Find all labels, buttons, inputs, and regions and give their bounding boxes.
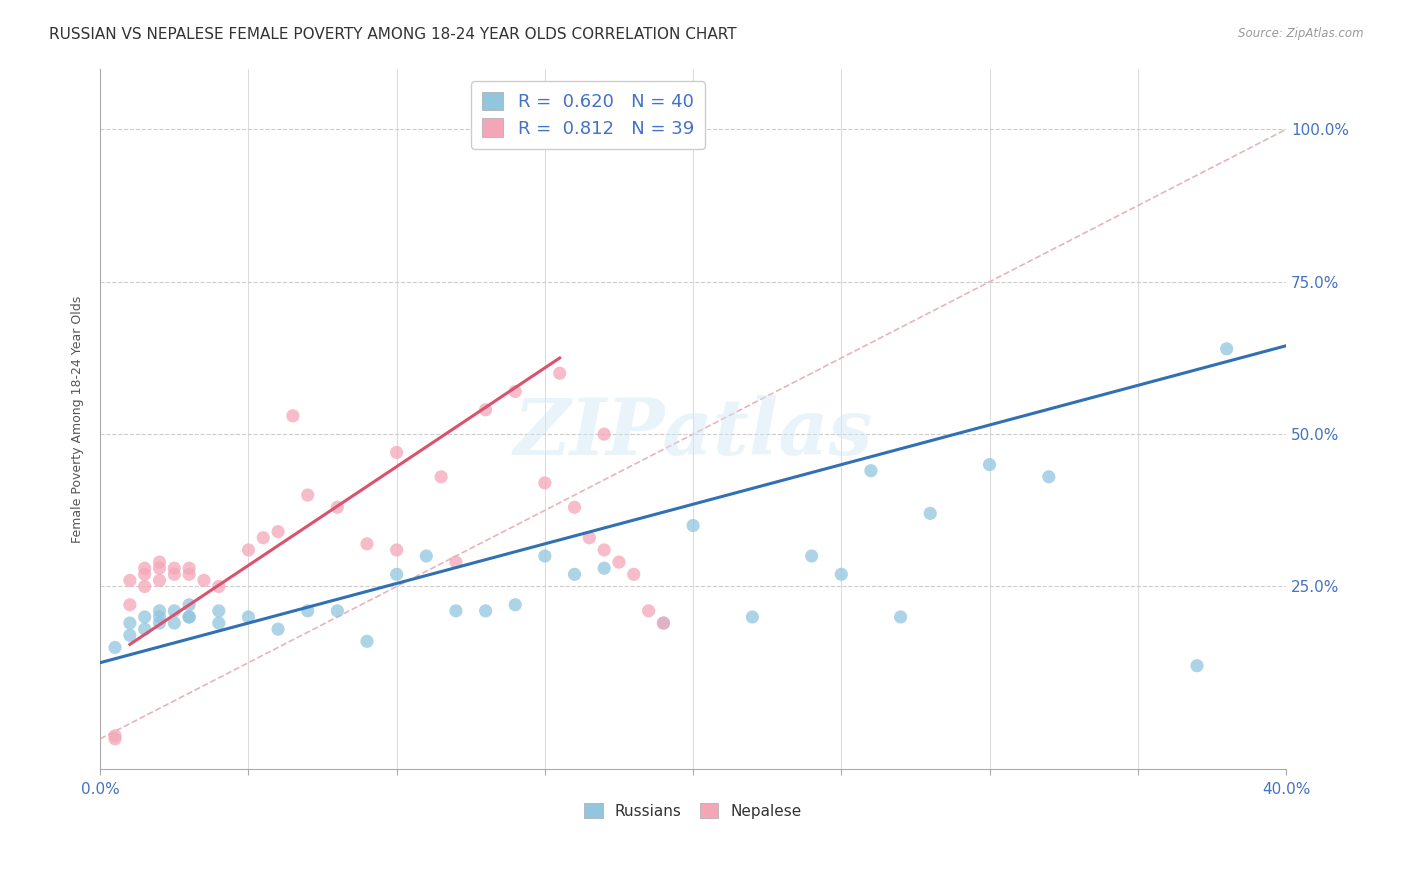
Point — [252, 531, 274, 545]
Point — [415, 549, 437, 563]
Point — [385, 543, 408, 558]
Point — [179, 610, 201, 624]
Point — [134, 622, 156, 636]
Point — [800, 549, 823, 563]
Point — [682, 518, 704, 533]
Point — [104, 731, 127, 746]
Point — [830, 567, 852, 582]
Point — [118, 615, 141, 630]
Point — [179, 598, 201, 612]
Point — [741, 610, 763, 624]
Point — [193, 574, 215, 588]
Text: RUSSIAN VS NEPALESE FEMALE POVERTY AMONG 18-24 YEAR OLDS CORRELATION CHART: RUSSIAN VS NEPALESE FEMALE POVERTY AMONG… — [49, 27, 737, 42]
Point — [163, 604, 186, 618]
Point — [385, 567, 408, 582]
Point — [179, 567, 201, 582]
Point — [267, 622, 290, 636]
Point — [134, 610, 156, 624]
Point — [134, 580, 156, 594]
Y-axis label: Female Poverty Among 18-24 Year Olds: Female Poverty Among 18-24 Year Olds — [72, 295, 84, 542]
Point — [134, 561, 156, 575]
Legend: Russians, Nepalese: Russians, Nepalese — [578, 797, 808, 825]
Point — [920, 507, 942, 521]
Point — [593, 543, 616, 558]
Point — [148, 610, 170, 624]
Point — [163, 561, 186, 575]
Point — [208, 615, 231, 630]
Point — [297, 604, 319, 618]
Point — [474, 402, 496, 417]
Point — [356, 537, 378, 551]
Point — [578, 531, 600, 545]
Point — [148, 561, 170, 575]
Point — [179, 561, 201, 575]
Point — [444, 555, 467, 569]
Point — [1185, 658, 1208, 673]
Point — [134, 567, 156, 582]
Point — [534, 549, 557, 563]
Text: Source: ZipAtlas.com: Source: ZipAtlas.com — [1239, 27, 1364, 40]
Point — [607, 555, 630, 569]
Point — [1215, 342, 1237, 356]
Point — [356, 634, 378, 648]
Point — [503, 384, 526, 399]
Point — [1038, 470, 1060, 484]
Point — [652, 615, 675, 630]
Point — [281, 409, 304, 423]
Point — [548, 366, 571, 380]
Point — [104, 729, 127, 743]
Point — [593, 561, 616, 575]
Point — [104, 640, 127, 655]
Point — [564, 567, 586, 582]
Point — [208, 604, 231, 618]
Point — [385, 445, 408, 459]
Point — [163, 615, 186, 630]
Point — [593, 427, 616, 442]
Point — [148, 615, 170, 630]
Point — [163, 567, 186, 582]
Point — [118, 598, 141, 612]
Point — [326, 604, 349, 618]
Point — [148, 574, 170, 588]
Point — [623, 567, 645, 582]
Point — [890, 610, 912, 624]
Text: ZIPatlas: ZIPatlas — [513, 394, 873, 471]
Point — [267, 524, 290, 539]
Point — [148, 604, 170, 618]
Point — [430, 470, 453, 484]
Point — [118, 628, 141, 642]
Point — [148, 555, 170, 569]
Point — [474, 604, 496, 618]
Point — [238, 610, 260, 624]
Point — [208, 580, 231, 594]
Point — [297, 488, 319, 502]
Point — [534, 475, 557, 490]
Point — [503, 598, 526, 612]
Point — [179, 610, 201, 624]
Point — [238, 543, 260, 558]
Point — [326, 500, 349, 515]
Point — [637, 604, 659, 618]
Point — [444, 604, 467, 618]
Point — [652, 615, 675, 630]
Point — [979, 458, 1001, 472]
Point — [118, 574, 141, 588]
Point — [564, 500, 586, 515]
Point — [859, 464, 882, 478]
